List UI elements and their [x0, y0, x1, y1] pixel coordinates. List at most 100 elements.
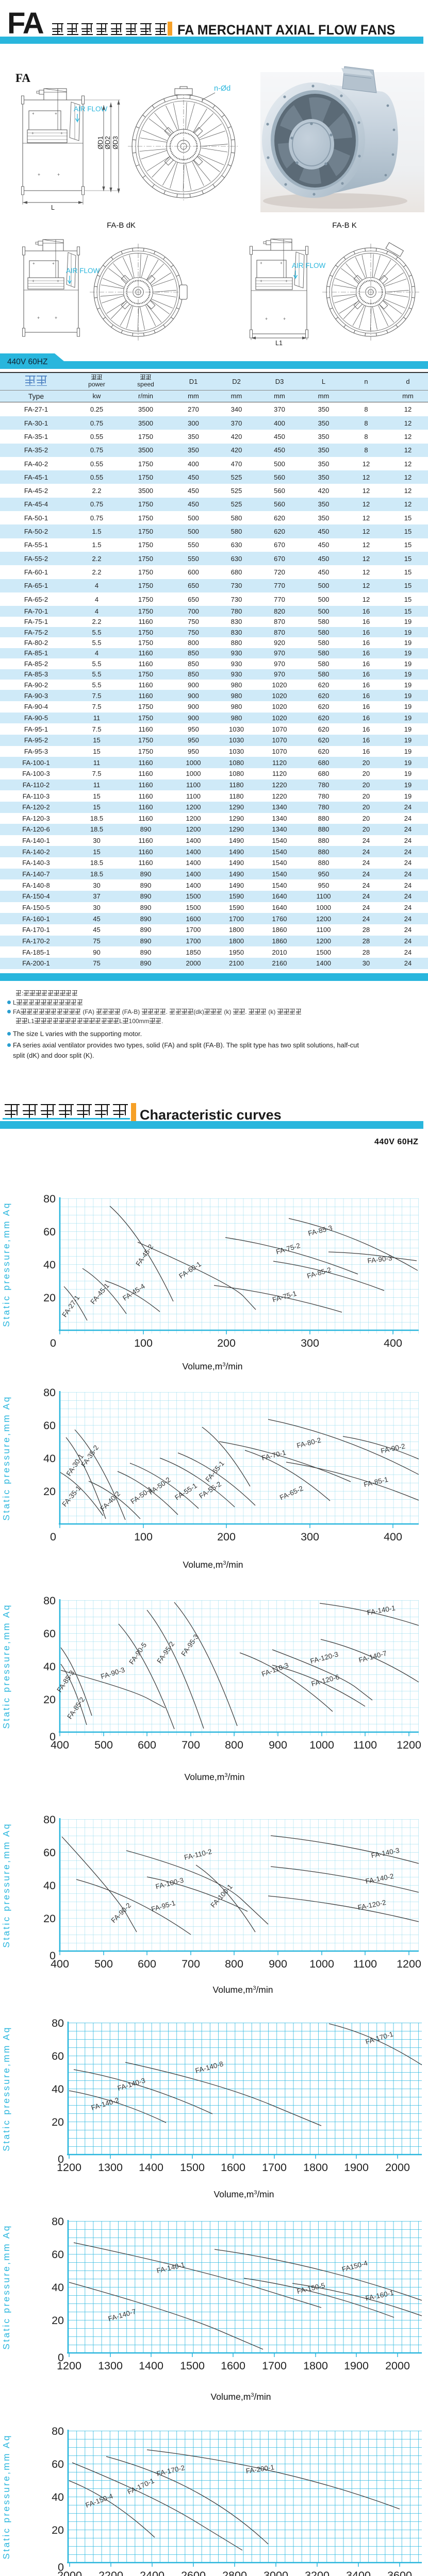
- svg-text:80: 80: [52, 2017, 64, 2029]
- svg-text:+: +: [55, 111, 57, 116]
- svg-text:+: +: [260, 279, 262, 283]
- svg-text:1000: 1000: [309, 1739, 334, 1751]
- svg-text:2000: 2000: [385, 2360, 410, 2372]
- svg-text:1900: 1900: [344, 2161, 369, 2174]
- svg-text:0: 0: [58, 2351, 64, 2364]
- svg-text:+: +: [32, 279, 35, 283]
- svg-text:300: 300: [301, 1337, 319, 1349]
- svg-text:40: 40: [43, 1452, 56, 1465]
- svg-text:20: 20: [52, 2524, 64, 2536]
- svg-text:700: 700: [182, 1958, 200, 1970]
- svg-text:500: 500: [94, 1958, 113, 1970]
- svg-text:Static pressure,mm Aq: Static pressure,mm Aq: [1, 1603, 11, 1728]
- svg-text:100: 100: [134, 1337, 153, 1349]
- svg-text:40: 40: [43, 1879, 56, 1892]
- svg-text:1200: 1200: [57, 2161, 81, 2174]
- svg-text:60: 60: [52, 2248, 64, 2261]
- svg-text:FA: FA: [15, 72, 30, 84]
- svg-text:1600: 1600: [221, 2161, 245, 2174]
- svg-text:Volume,m3/min: Volume,m3/min: [185, 1772, 245, 1782]
- svg-text:+: +: [55, 315, 57, 320]
- svg-text:+: +: [31, 131, 34, 135]
- svg-text:L: L: [51, 204, 55, 211]
- svg-text:20: 20: [43, 1693, 56, 1706]
- svg-text:60: 60: [52, 2458, 64, 2470]
- svg-text:1500: 1500: [180, 2161, 205, 2174]
- svg-text:1700: 1700: [262, 2161, 287, 2174]
- svg-text:60: 60: [43, 1628, 56, 1640]
- svg-text:900: 900: [269, 1739, 287, 1751]
- svg-text:20: 20: [43, 1292, 56, 1304]
- svg-text:1500: 1500: [180, 2360, 205, 2372]
- svg-text:L1: L1: [275, 340, 283, 347]
- svg-text:80: 80: [43, 1193, 56, 1205]
- svg-text:Volume,m3/min: Volume,m3/min: [214, 2189, 274, 2199]
- svg-text:600: 600: [138, 1958, 156, 1970]
- svg-text:800: 800: [225, 1739, 243, 1751]
- svg-text:2000: 2000: [57, 2569, 82, 2576]
- svg-text:40: 40: [43, 1259, 56, 1271]
- svg-text:400: 400: [51, 1958, 69, 1970]
- svg-text:+: +: [280, 261, 283, 265]
- svg-text:400: 400: [384, 1531, 402, 1543]
- svg-text:2400: 2400: [140, 2569, 164, 2576]
- svg-text:+: +: [285, 279, 288, 283]
- svg-text:+: +: [265, 316, 268, 321]
- svg-text:1400: 1400: [139, 2360, 163, 2372]
- svg-text:20: 20: [52, 2116, 64, 2128]
- svg-text:Static pressure,mm Aq: Static pressure,mm Aq: [1, 1395, 11, 1520]
- svg-text:3600: 3600: [387, 2569, 412, 2576]
- svg-text:3000: 3000: [264, 2569, 288, 2576]
- svg-text:2800: 2800: [222, 2569, 247, 2576]
- svg-text:Static pressure,mm Aq: Static pressure,mm Aq: [1, 1822, 11, 1947]
- svg-text:0: 0: [50, 1731, 56, 1743]
- svg-text:0: 0: [50, 1531, 56, 1543]
- svg-text:200: 200: [217, 1337, 236, 1349]
- svg-text:3200: 3200: [305, 2569, 330, 2576]
- svg-text:0: 0: [58, 2153, 64, 2165]
- svg-text:Volume,m3/min: Volume,m3/min: [211, 2392, 271, 2402]
- svg-text:80: 80: [43, 1814, 56, 1826]
- svg-text:Static pressure,mm Aq: Static pressure,mm Aq: [1, 1201, 11, 1327]
- svg-text:2200: 2200: [98, 2569, 123, 2576]
- svg-text:400: 400: [384, 1337, 402, 1349]
- svg-text:1200: 1200: [57, 2360, 81, 2372]
- svg-text:Static pressure,mm Aq: Static pressure,mm Aq: [1, 2026, 11, 2151]
- svg-text:400: 400: [51, 1739, 69, 1751]
- svg-text:800: 800: [225, 1958, 243, 1970]
- svg-text:0: 0: [50, 1950, 56, 1962]
- svg-text:20: 20: [52, 2314, 64, 2327]
- svg-text:1900: 1900: [344, 2360, 369, 2372]
- svg-text:20: 20: [43, 1485, 56, 1498]
- svg-text:1800: 1800: [303, 2161, 328, 2174]
- svg-text:+: +: [32, 261, 35, 266]
- svg-text:40: 40: [52, 2281, 64, 2294]
- svg-text:80: 80: [52, 2215, 64, 2228]
- svg-text:2600: 2600: [181, 2569, 206, 2576]
- svg-text:900: 900: [269, 1958, 287, 1970]
- svg-text:ØD3: ØD3: [112, 136, 119, 149]
- svg-text:+: +: [57, 279, 59, 283]
- svg-text:40: 40: [43, 1660, 56, 1673]
- svg-text:Static pressure,mm Aq: Static pressure,mm Aq: [1, 2434, 11, 2559]
- svg-text:700: 700: [182, 1739, 200, 1751]
- svg-text:500: 500: [94, 1739, 113, 1751]
- svg-text:80: 80: [43, 1595, 56, 1607]
- svg-text:1800: 1800: [303, 2360, 328, 2372]
- svg-text:100: 100: [134, 1531, 153, 1543]
- svg-text:0: 0: [50, 1337, 56, 1349]
- svg-text:1300: 1300: [98, 2360, 123, 2372]
- svg-text:AIR FLOW: AIR FLOW: [292, 262, 326, 269]
- svg-text:+: +: [57, 172, 60, 177]
- svg-text:+: +: [37, 315, 40, 320]
- svg-text:+: +: [38, 172, 40, 177]
- svg-text:1100: 1100: [353, 1739, 377, 1751]
- svg-text:+: +: [60, 131, 63, 135]
- svg-text:80: 80: [52, 2425, 64, 2437]
- svg-text:0: 0: [58, 2561, 64, 2573]
- svg-text:1400: 1400: [139, 2161, 163, 2174]
- svg-text:80: 80: [43, 1386, 56, 1399]
- svg-text:1700: 1700: [262, 2360, 287, 2372]
- svg-text:1200: 1200: [397, 1958, 421, 1970]
- svg-text:n-Ød: n-Ød: [214, 84, 231, 93]
